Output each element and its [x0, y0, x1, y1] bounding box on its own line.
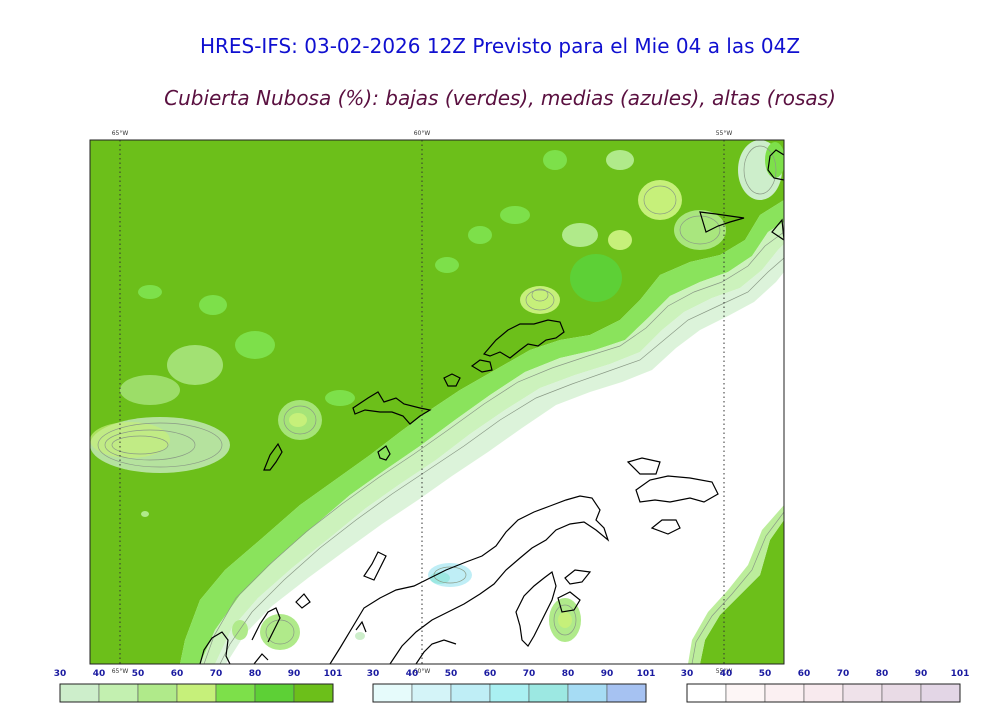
low-cloud-patch — [608, 230, 632, 250]
low-cloud-patch — [765, 142, 784, 178]
colorbar-mid-label: 101 — [637, 669, 656, 679]
colorbar-low-swatch — [59, 683, 100, 703]
colorbar-mid-label: 70 — [523, 669, 536, 679]
cloud-contours — [97, 145, 784, 664]
meridian-lines — [119, 140, 725, 664]
meridian-label-bottom: 65°W — [112, 668, 129, 675]
low-cloud-patch — [468, 226, 492, 244]
low-cloud-patch — [355, 632, 365, 640]
colorbar-mid-label: 60 — [484, 669, 497, 679]
colorbar-high-swatch — [803, 683, 844, 703]
colorbar-high-swatch — [764, 683, 805, 703]
map-subtitle: Cubierta Nubosa (%): bajas (verdes), med… — [164, 86, 836, 110]
colorbar-low-label: 30 — [54, 669, 67, 679]
colorbar-high-label: 50 — [759, 669, 772, 679]
colorbar-high-label: 90 — [915, 669, 928, 679]
low-cloud-patch — [138, 285, 162, 299]
mid-cloud-patch — [430, 572, 450, 584]
colorbar-mid-swatch — [528, 683, 569, 703]
colorbar-low-label: 70 — [210, 669, 223, 679]
low-cloud-patch — [435, 257, 459, 273]
colorbar-low-label: 60 — [171, 669, 184, 679]
colorbar-high-label: 70 — [837, 669, 850, 679]
colorbar-mid-swatch — [567, 683, 608, 703]
colorbar-high-swatch — [881, 683, 922, 703]
colorbar-mid-label: 40 — [406, 669, 419, 679]
cloud-fields — [90, 140, 784, 664]
colorbar-low-swatch — [254, 683, 295, 703]
colorbar-high-swatch — [686, 683, 727, 703]
colorbar-low-label: 80 — [249, 669, 262, 679]
colorbar-mid-swatch — [450, 683, 491, 703]
colorbar-high-frame — [686, 683, 961, 703]
low-cloud-patch — [570, 254, 622, 302]
colorbar-mid-label: 80 — [562, 669, 575, 679]
low-cloud-patch — [543, 150, 567, 170]
colorbar-high-swatch — [842, 683, 883, 703]
low-cloud-patch — [606, 150, 634, 170]
low-cloud-patch — [500, 206, 530, 224]
meridian-label-top: 65°W — [112, 130, 129, 137]
colorbar-low-swatch — [293, 683, 334, 703]
colorbar-mid-label: 50 — [445, 669, 458, 679]
colorbar-low-label: 40 — [93, 669, 106, 679]
low-cloud-patch — [674, 210, 726, 250]
low-cloud-patch — [260, 614, 300, 650]
colorbar-mid-swatch — [606, 683, 647, 703]
low-cloud-patch — [558, 612, 572, 628]
meridian-label-bottom: 55°W — [716, 668, 733, 675]
low-cloud-patch-southeast-edge — [688, 505, 784, 664]
map-frame — [89, 139, 785, 665]
low-cloud-patch — [141, 511, 149, 517]
low-cloud-patch — [167, 345, 223, 385]
colorbar-mid-label: 30 — [367, 669, 380, 679]
colorbar-low-swatch — [98, 683, 139, 703]
colorbar-high-swatch — [920, 683, 961, 703]
colorbar-mid-frame — [372, 683, 647, 703]
colorbar-mid-swatch — [489, 683, 530, 703]
coastlines — [199, 149, 784, 664]
colorbar-low-label: 101 — [324, 669, 343, 679]
low-cloud-edge-band — [180, 200, 784, 664]
meridian-label-bottom: 60°W — [414, 668, 431, 675]
colorbar-mid-label: 90 — [601, 669, 614, 679]
colorbar-mid-swatch — [372, 683, 413, 703]
low-cloud-patch — [90, 422, 170, 458]
colorbar-high-label: 101 — [951, 669, 970, 679]
low-cloud-edge-light — [200, 222, 784, 664]
colorbar-high-swatch — [725, 683, 766, 703]
colorbar-high-label: 80 — [876, 669, 889, 679]
low-cloud-patch — [199, 295, 227, 315]
colorbar-low-swatch — [137, 683, 178, 703]
low-cloud-patch — [562, 223, 598, 247]
colorbar-high-label: 40 — [720, 669, 733, 679]
meridian-label-top: 60°W — [414, 130, 431, 137]
colorbars: 30 40 50 60 70 80 90 101 30 40 50 60 70 80 90 101 30 40 50… — [54, 669, 970, 703]
low-cloud-patch — [325, 390, 355, 406]
colorbar-high-label: 60 — [798, 669, 811, 679]
low-cloud-patch — [235, 331, 275, 359]
colorbar-low-swatch — [215, 683, 256, 703]
low-cloud-patch — [289, 413, 307, 427]
colorbar-low-frame — [59, 683, 334, 703]
colorbar-mid-swatch — [411, 683, 452, 703]
colorbar-low-label: 50 — [132, 669, 145, 679]
low-cloud-patch — [120, 375, 180, 405]
map-title: HRES-IFS: 03-02-2026 12Z Previsto para e… — [199, 34, 801, 58]
colorbar-low-swatch — [176, 683, 217, 703]
meridian-label-top: 55°W — [716, 130, 733, 137]
colorbar-high-label: 30 — [681, 669, 694, 679]
low-cloud-patch-southeast — [700, 520, 784, 664]
colorbar-low-label: 90 — [288, 669, 301, 679]
